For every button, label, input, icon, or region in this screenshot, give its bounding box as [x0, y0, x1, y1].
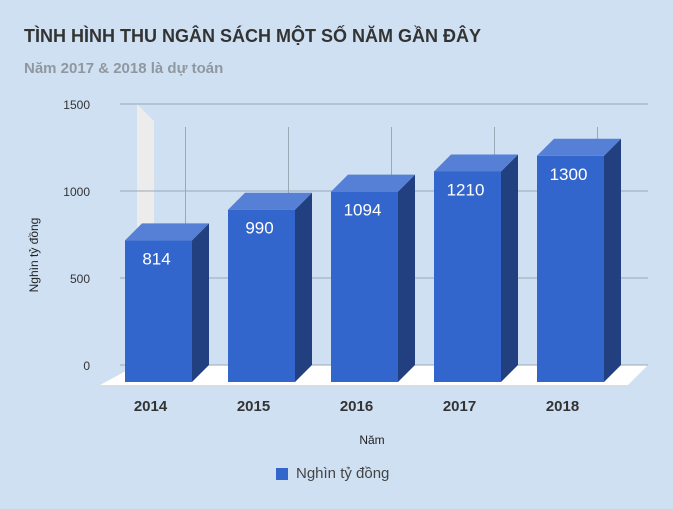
x-tick-label: 2014: [134, 398, 168, 415]
bar: [434, 171, 501, 382]
bar-side: [295, 192, 312, 382]
bar: [537, 155, 604, 382]
y-tick-label: 0: [83, 359, 90, 373]
legend-label: Nghìn tỷ đồng: [296, 465, 390, 482]
floor-edge: [100, 385, 628, 387]
bar-top: [537, 138, 621, 156]
y-tick-label: 1000: [63, 185, 90, 199]
legend-swatch: [276, 467, 288, 480]
x-tick-label: 2015: [237, 398, 270, 415]
bar-side: [501, 154, 518, 382]
legend: Nghìn tỷ đồng: [276, 465, 389, 482]
bar-top: [125, 223, 209, 241]
x-tick-label: 2018: [546, 398, 579, 415]
data-label: 1210: [447, 180, 485, 199]
data-label: 990: [245, 219, 273, 238]
chart-subtitle: Năm 2017 & 2018 là dự toán: [24, 60, 224, 77]
y-axis-title: Nghìn tỷ đồng: [27, 218, 41, 293]
x-tick-label: 2016: [340, 398, 373, 415]
bar-side: [604, 138, 621, 382]
bar: [125, 240, 192, 382]
data-label: 814: [142, 249, 170, 268]
bar: [228, 209, 295, 382]
bar-top: [228, 192, 312, 210]
x-tick-label: 2017: [443, 398, 476, 415]
bar-top: [331, 174, 415, 192]
bar-top: [434, 154, 518, 172]
y-tick-label: 1500: [63, 98, 90, 112]
x-axis-title: Năm: [359, 433, 384, 447]
y-tick-label: 500: [70, 272, 90, 286]
bar: [331, 191, 398, 382]
data-label: 1094: [344, 201, 382, 220]
data-label: 1300: [550, 165, 588, 184]
chart-title: TÌNH HÌNH THU NGÂN SÁCH MỘT SỐ NĂM GẦN Đ…: [24, 26, 481, 46]
bar-side: [192, 223, 209, 382]
bar-side: [398, 174, 415, 382]
